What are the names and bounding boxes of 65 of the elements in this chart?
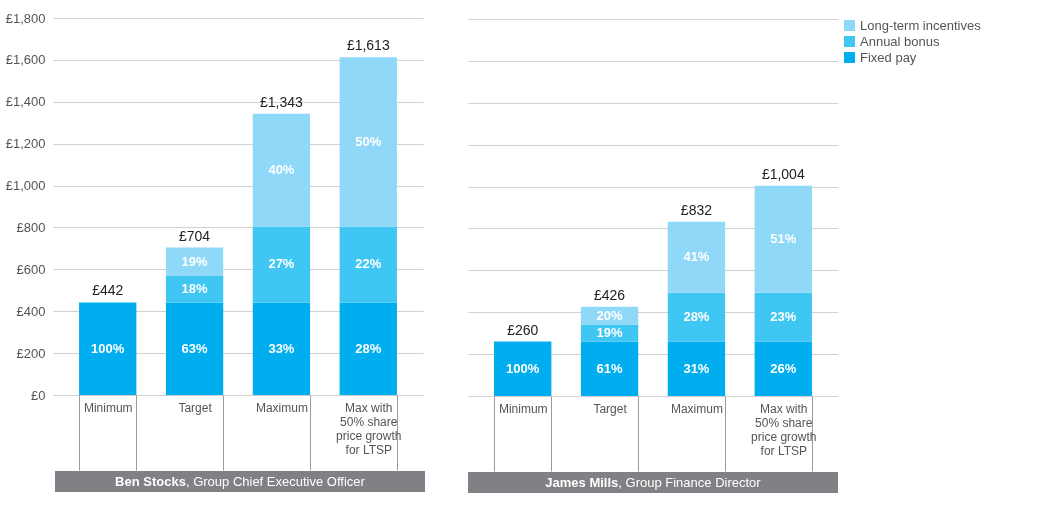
- annotation: 33%: [268, 340, 295, 356]
- legend-label: Fixed pay: [860, 49, 917, 65]
- y-tick-label: £1,200: [5, 136, 46, 152]
- legend-label: Long-term incentives: [860, 17, 982, 33]
- bar: [252, 226, 311, 303]
- y-tick-label: £0: [31, 387, 46, 403]
- legend-label: Annual bonus: [860, 33, 941, 49]
- y-tick-label: £200: [16, 345, 46, 361]
- total-label: £426: [593, 286, 626, 303]
- annotation: 63%: [181, 340, 209, 356]
- annotation: 41%: [683, 249, 710, 265]
- annotation: 22%: [355, 256, 382, 272]
- y-tick-label: £1,600: [5, 52, 46, 68]
- x-tick-label: Minimum: [498, 401, 548, 416]
- annotation: 51%: [770, 231, 797, 247]
- bar: [339, 302, 397, 395]
- x-tick-label: Target: [593, 401, 628, 416]
- total-label: £260: [507, 321, 539, 338]
- bar: [754, 292, 812, 342]
- annotation: 100%: [506, 360, 540, 376]
- annotation: 31%: [683, 360, 710, 376]
- annotation: 28%: [683, 309, 710, 325]
- total-label: £1,613: [346, 37, 390, 54]
- annotation: 19%: [181, 253, 209, 269]
- x-tick-label: Maximum: [670, 401, 723, 416]
- x-axis-title: James Mills, Group Finance Director: [468, 472, 838, 493]
- bar: [580, 341, 639, 396]
- annotation: 23%: [770, 309, 797, 325]
- annotation: 28%: [355, 340, 382, 356]
- y-tick-label: £1,000: [5, 178, 46, 194]
- annotation: 50%: [355, 133, 382, 149]
- total-label: £1,343: [260, 93, 304, 110]
- y-tick-label: £800: [16, 219, 46, 235]
- bar: [339, 57, 397, 227]
- total-label: £442: [92, 282, 124, 299]
- bar: [667, 221, 726, 293]
- y-tick-label: £600: [16, 261, 46, 277]
- annotation: 20%: [596, 307, 624, 323]
- total-label: £704: [178, 227, 211, 244]
- bar: [667, 341, 726, 396]
- bar: [252, 113, 311, 227]
- bar: [79, 302, 137, 395]
- bar: [339, 226, 397, 303]
- annotation: 26%: [770, 360, 797, 376]
- bar: [667, 292, 726, 342]
- y-tick-label: £1,400: [5, 94, 46, 110]
- bar: [494, 341, 552, 396]
- x-tick-label: Target: [178, 400, 213, 415]
- annotation: 61%: [596, 360, 624, 376]
- x-tick-label: Maximum: [255, 400, 308, 415]
- bar: [754, 341, 812, 396]
- bar: [165, 302, 224, 395]
- annotation: 100%: [91, 340, 125, 356]
- y-tick-label: £1,800: [5, 10, 46, 26]
- bar: [252, 302, 311, 395]
- x-axis-title: Ben Stocks, Group Chief Executive Officer: [55, 471, 425, 492]
- annotation: 40%: [268, 162, 295, 178]
- annotation: 27%: [268, 256, 295, 272]
- y-tick-label: £400: [16, 303, 46, 319]
- annotation: 18%: [181, 281, 209, 297]
- annotation: 19%: [596, 325, 624, 341]
- x-tick-label: Minimum: [83, 400, 133, 415]
- bar: [754, 185, 812, 293]
- total-label: £1,004: [761, 165, 805, 182]
- total-label: £832: [680, 201, 713, 218]
